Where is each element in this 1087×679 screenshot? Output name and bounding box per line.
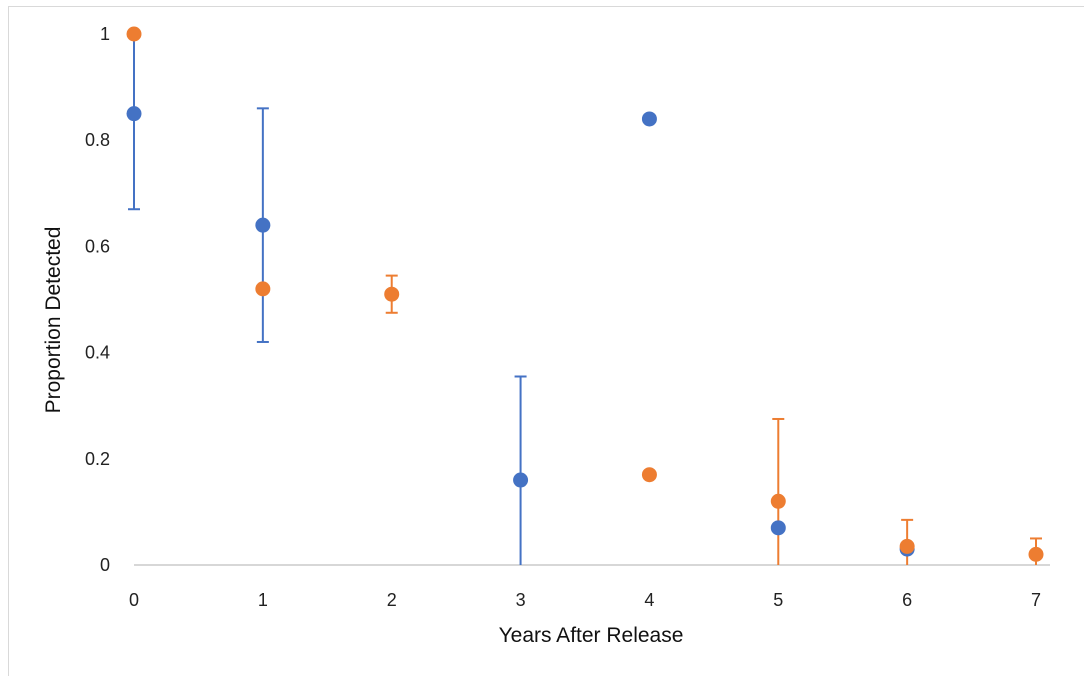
- x-tick-label: 1: [258, 590, 268, 610]
- y-axis-title: Proportion Detected: [42, 227, 65, 414]
- data-point: [255, 281, 271, 297]
- y-tick-label: 0.2: [85, 449, 110, 469]
- data-point: [770, 520, 786, 536]
- y-tick-label: 0.6: [85, 236, 110, 256]
- x-tick-label: 0: [129, 590, 139, 610]
- x-tick-label: 5: [773, 590, 783, 610]
- data-point: [384, 286, 400, 302]
- data-point: [126, 106, 142, 122]
- data-point: [899, 538, 915, 554]
- data-point: [513, 472, 529, 488]
- x-tick-label: 2: [387, 590, 397, 610]
- y-tick-label: 0: [100, 555, 110, 575]
- data-point: [770, 493, 786, 509]
- x-tick-label: 7: [1031, 590, 1041, 610]
- data-point: [255, 217, 271, 233]
- y-tick-label: 0.8: [85, 130, 110, 150]
- data-points: [126, 26, 1044, 562]
- error-bars: [128, 34, 1042, 565]
- data-point: [641, 111, 657, 127]
- x-tick-label: 3: [516, 590, 526, 610]
- tick-labels: 0 1 2 3 4 5 6 7 0 0.2 0.4 0.6 0.8 1: [85, 24, 1041, 610]
- data-point: [126, 26, 142, 42]
- y-tick-label: 0.4: [85, 343, 110, 363]
- y-tick-label: 1: [100, 24, 110, 44]
- data-point: [1028, 546, 1044, 562]
- data-point: [641, 467, 657, 483]
- x-tick-label: 4: [644, 590, 654, 610]
- x-tick-label: 6: [902, 590, 912, 610]
- x-axis-title: Years After Release: [499, 624, 684, 647]
- chart-frame: [8, 6, 1084, 676]
